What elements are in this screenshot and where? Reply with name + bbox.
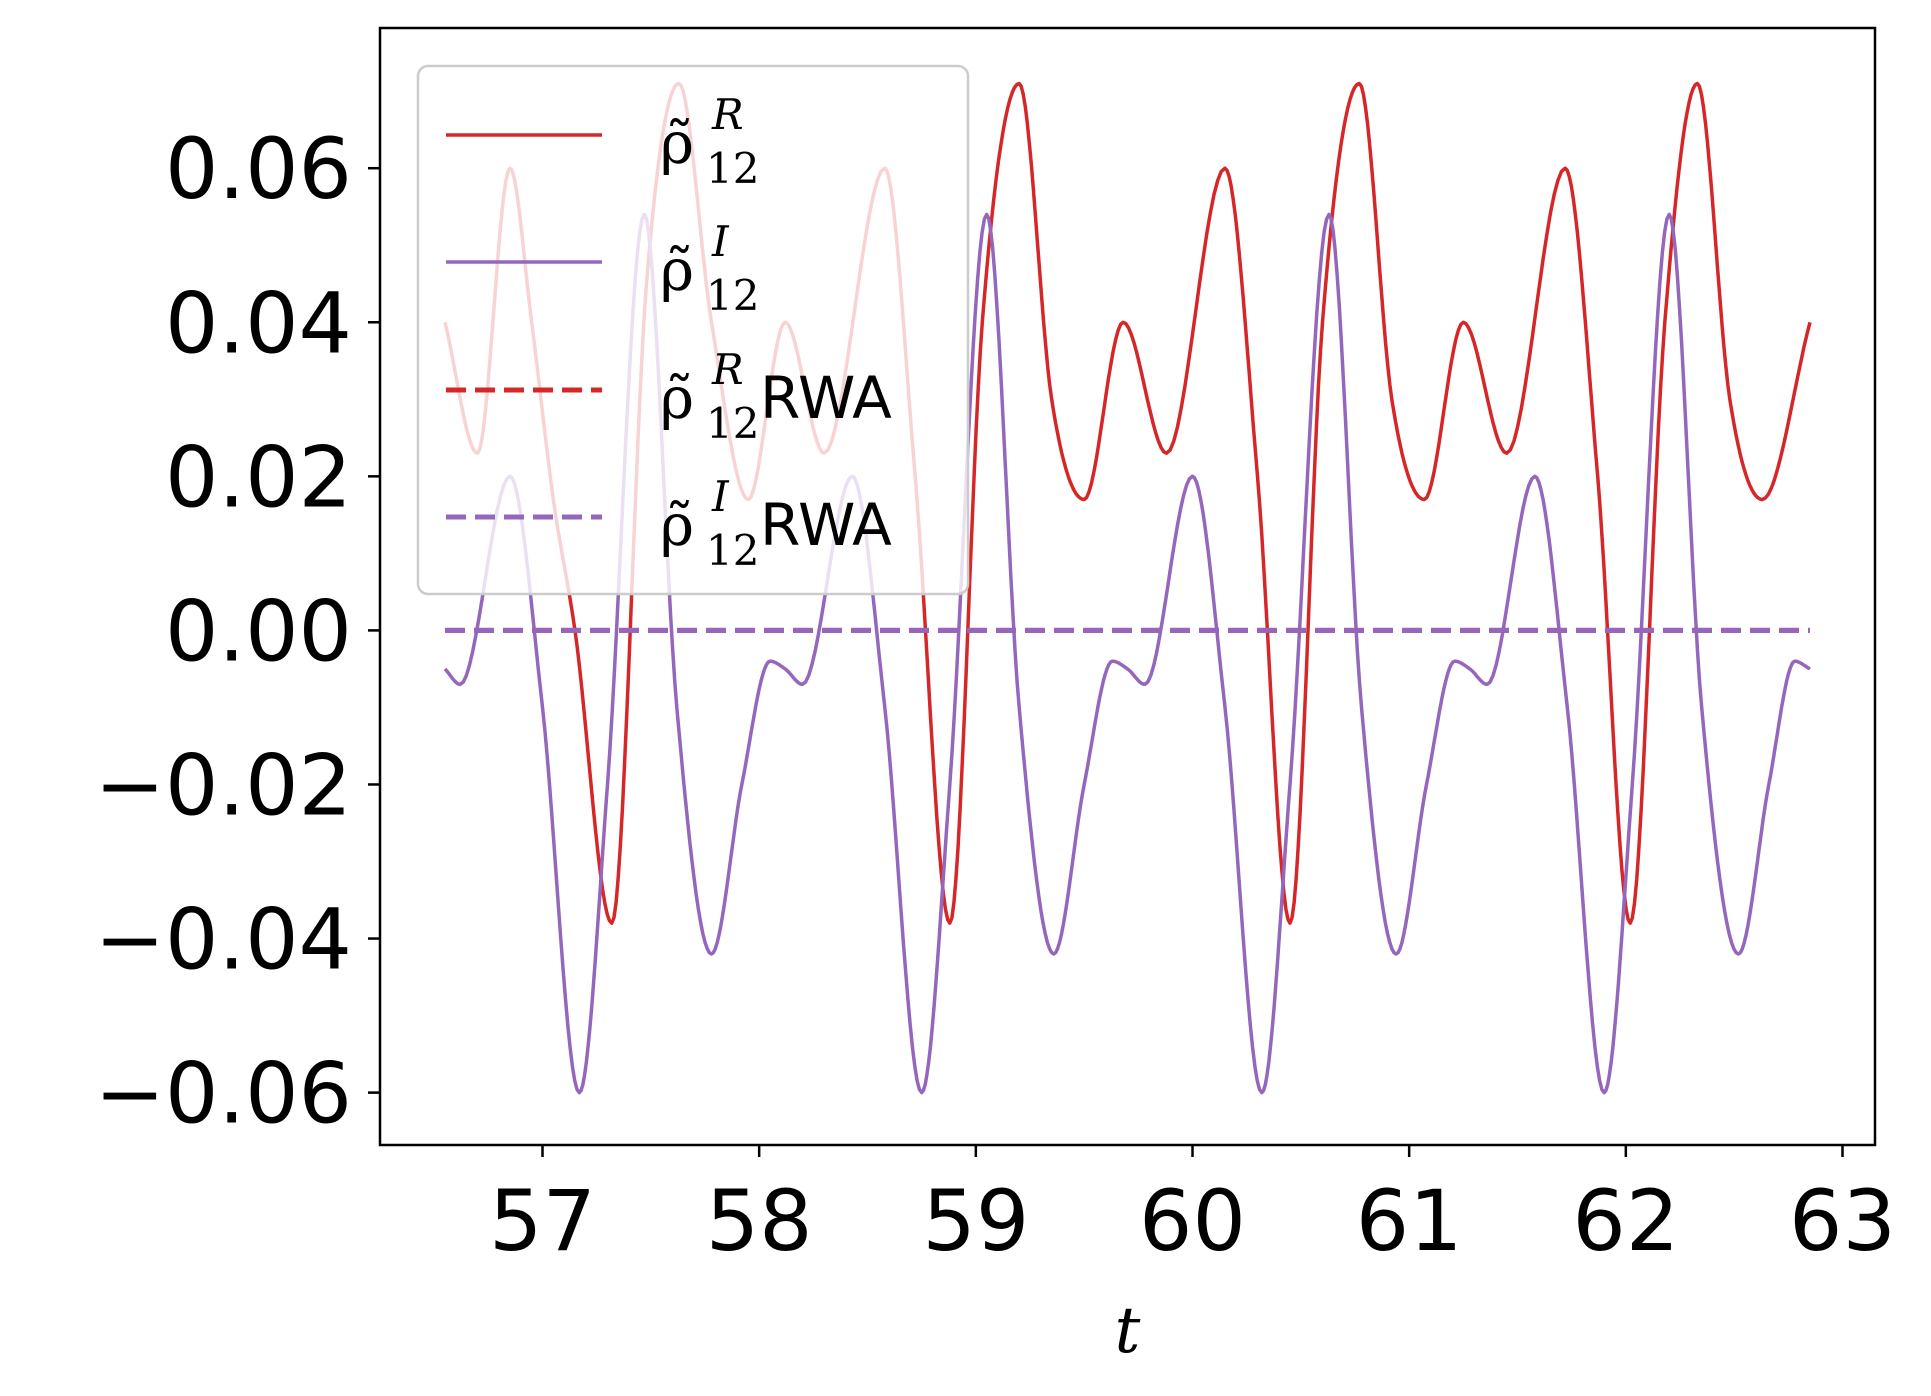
y-tick-label: −0.06 [95,1045,352,1143]
svg-text:ρ̃: ρ̃ [660,364,694,432]
y-tick-label: −0.04 [95,891,352,989]
x-tick-label: 60 [1139,1172,1246,1270]
x-tick-label: 62 [1572,1172,1679,1270]
x-tick-label: 61 [1356,1172,1463,1270]
series-line-1 [443,81,1812,925]
legend-box [416,64,970,596]
series-layer [443,81,1812,1095]
y-ticks: 0.06 0.04 0.02 0.00 −0.02 −0.04 −0.06 [95,120,380,1143]
svg-text:12: 12 [706,399,759,448]
x-axis-title: t [1115,1294,1141,1368]
svg-text:ρ̃: ρ̃ [660,109,694,177]
legend-label-3: ρ̃ R 12 RWA [660,345,892,448]
y-tick-label: 0.04 [165,274,352,372]
y-tick-label: 0.02 [165,428,352,526]
x-tick-label: 58 [706,1172,813,1270]
x-tick-label: 57 [489,1172,596,1270]
y-tick-label: −0.02 [95,736,352,834]
svg-text:12: 12 [706,271,759,320]
svg-text:ρ̃: ρ̃ [660,491,694,559]
svg-text:12: 12 [706,144,759,193]
svg-text:12: 12 [706,526,759,575]
series-line-2 [443,212,1811,1095]
x-ticks: 57 58 59 60 61 62 63 [489,1145,1896,1270]
x-tick-label: 63 [1789,1172,1896,1270]
svg-text:I: I [711,472,730,521]
svg-text:R: R [711,90,744,139]
x-tick-label: 59 [922,1172,1029,1270]
legend-label-4: ρ̃ I 12 RWA [660,472,892,575]
legend-label-1: ρ̃ R 12 [660,90,759,193]
svg-text:RWA: RWA [760,364,892,432]
svg-text:RWA: RWA [760,491,892,559]
svg-text:ρ̃: ρ̃ [660,236,694,304]
svg-text:R: R [711,345,744,394]
legend-label-2: ρ̃ I 12 [660,217,759,320]
y-tick-label: 0.00 [165,582,352,680]
axes-frame [378,26,1877,1147]
y-tick-label: 0.06 [165,120,352,218]
svg-text:I: I [711,217,730,266]
